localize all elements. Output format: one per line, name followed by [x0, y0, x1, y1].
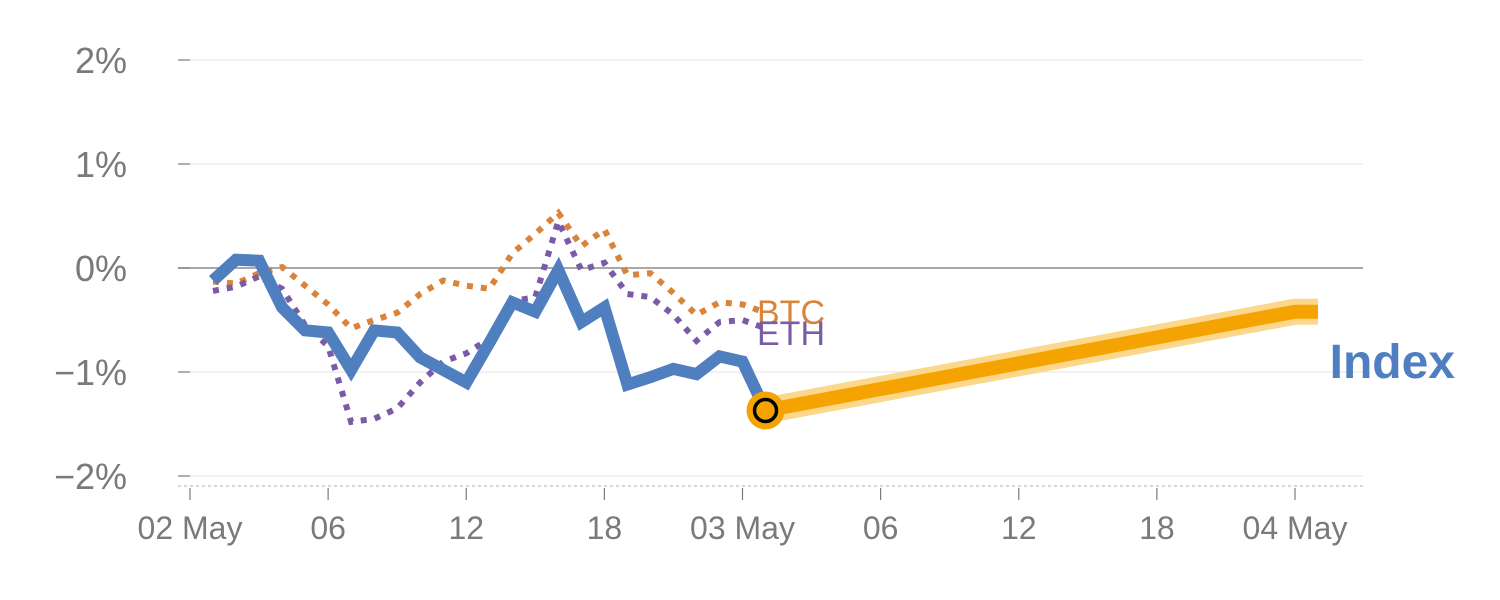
x-tick-label: 02 May	[138, 510, 243, 546]
y-tick-label: −1%	[54, 352, 127, 393]
axis-layer: 2% 1% 0% −1% −2% 02 May 06 12 18 03 May 06 12 18 04 M…	[54, 40, 1363, 546]
x-tick-label: 12	[1001, 510, 1037, 546]
index-line	[208, 253, 771, 414]
y-tick-label: 1%	[75, 144, 127, 185]
y-tick-label: 2%	[75, 40, 127, 81]
x-tick-label: 04 May	[1243, 510, 1348, 546]
series-layer	[208, 208, 1318, 430]
x-tick-label: 06	[310, 510, 346, 546]
btc-label: BTC	[757, 294, 825, 332]
btc-line	[212, 208, 767, 332]
index-projection-line	[764, 304, 1318, 418]
index-label: Index	[1330, 336, 1456, 389]
y-tick-label: −2%	[54, 456, 127, 497]
y-tick-label: 0%	[75, 248, 127, 289]
x-tick-label: 18	[587, 510, 623, 546]
x-tick-label: 12	[448, 510, 484, 546]
eth-label: ETH	[757, 315, 825, 353]
grid-layer	[178, 59, 1363, 477]
x-tick-label: 06	[863, 510, 899, 546]
current-point-marker	[752, 397, 779, 424]
x-tick-label: 18	[1139, 510, 1175, 546]
x-tick-label: 03 May	[690, 510, 795, 546]
